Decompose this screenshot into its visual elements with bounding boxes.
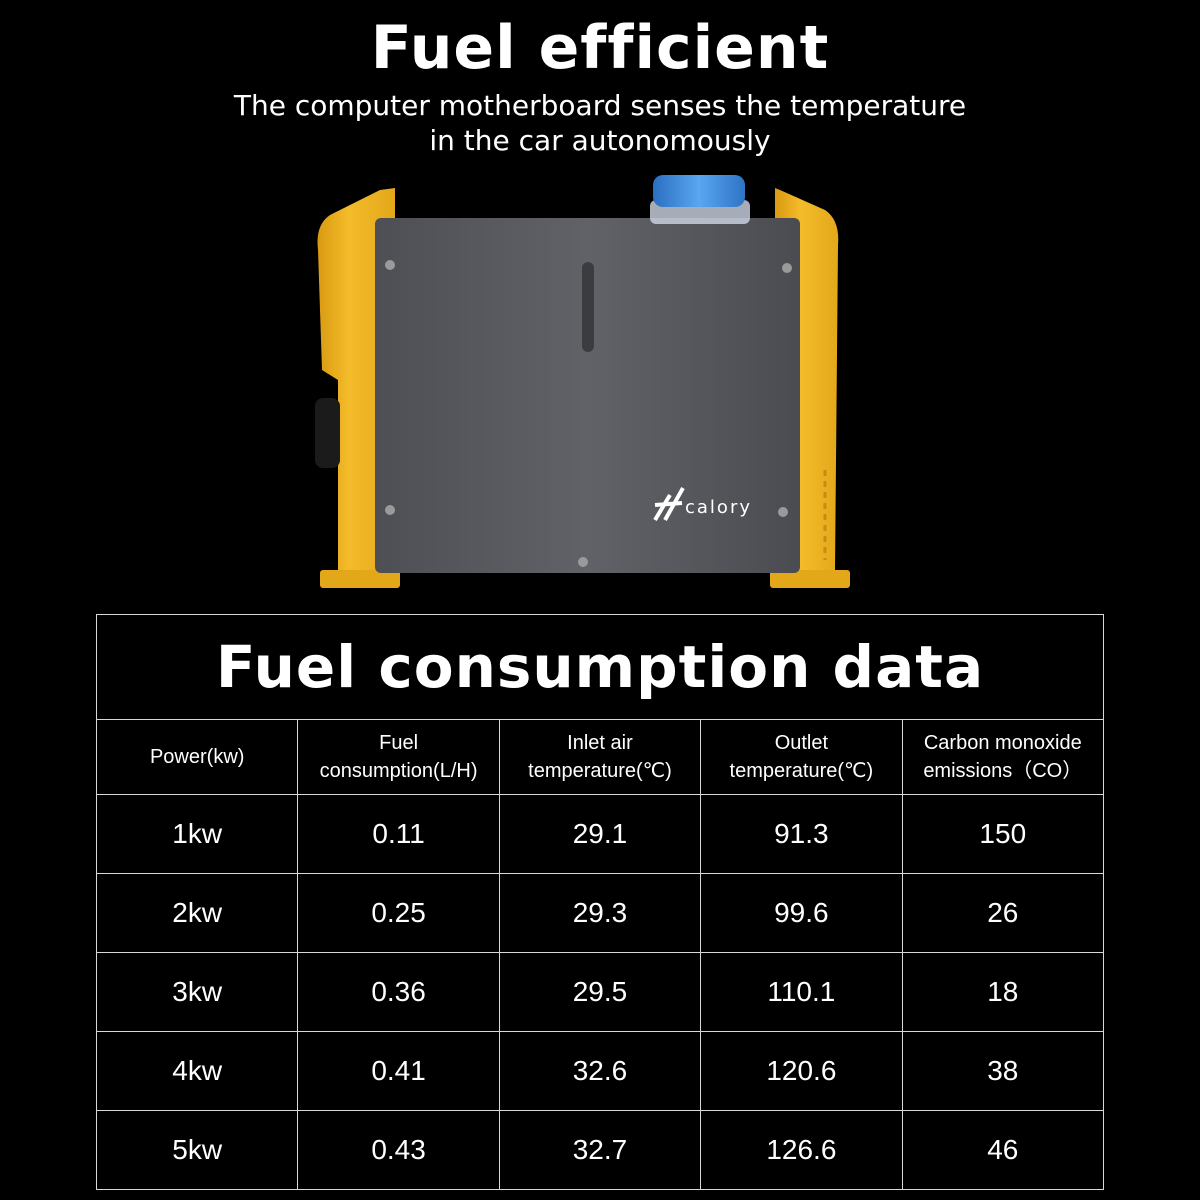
header-co-emissions: Carbon monoxide emissions（CO） [901, 719, 1105, 795]
cell-power: 2kw [95, 873, 299, 953]
table-row: 2kw 0.25 29.3 99.6 26 [95, 873, 1105, 953]
cell-power: 3kw [95, 952, 299, 1032]
cell-co-emissions: 26 [901, 873, 1105, 953]
page-title: Fuel efficient [370, 13, 830, 83]
cell-power: 4kw [95, 1031, 299, 1111]
cell-outlet-temp: 120.6 [700, 1031, 903, 1111]
cell-co-emissions: 18 [901, 952, 1105, 1032]
cell-power: 5kw [95, 1110, 299, 1190]
table-row: 3kw 0.36 29.5 110.1 18 [95, 952, 1105, 1032]
table-row: 1kw 0.11 29.1 91.3 150 [95, 794, 1105, 874]
cell-outlet-temp: 110.1 [700, 952, 903, 1032]
cell-inlet-temp: 32.7 [498, 1110, 702, 1190]
cell-power: 1kw [95, 794, 299, 874]
table-title: Fuel consumption data [96, 614, 1104, 720]
cell-co-emissions: 46 [901, 1110, 1105, 1190]
heater-body [375, 218, 800, 573]
cell-outlet-temp: 99.6 [700, 873, 903, 953]
header-outlet-temperature: Outlet temperature(℃) [700, 719, 903, 795]
cell-co-emissions: 38 [901, 1031, 1105, 1111]
subtitle-line-1: The computer motherboard senses the temp… [233, 89, 967, 122]
cell-fuel-consumption: 0.36 [297, 952, 500, 1032]
cell-inlet-temp: 29.3 [498, 873, 702, 953]
cell-fuel-consumption: 0.25 [297, 873, 500, 953]
table-row: 5kw 0.43 32.7 126.6 46 [95, 1110, 1105, 1190]
table-row: 4kw 0.41 32.6 120.6 38 [95, 1031, 1105, 1111]
header-inlet-air-temperature: Inlet air temperature(℃) [498, 719, 702, 795]
header-fuel-consumption: Fuel consumption(L/H) [297, 719, 500, 795]
cell-fuel-consumption: 0.43 [297, 1110, 500, 1190]
brand-logo: calory [685, 497, 752, 518]
cell-inlet-temp: 29.5 [498, 952, 702, 1032]
cell-inlet-temp: 32.6 [498, 1031, 702, 1111]
page-subtitle: The computer motherboard senses the temp… [0, 88, 1200, 158]
subtitle-line-2: in the car autonomously [429, 124, 771, 157]
fuel-consumption-table: Fuel consumption data Power(kw) Fuel con… [95, 614, 1105, 1190]
cell-inlet-temp: 29.1 [498, 794, 702, 874]
cell-outlet-temp: 126.6 [700, 1110, 903, 1190]
cell-fuel-consumption: 0.41 [297, 1031, 500, 1111]
header-power: Power(kw) [95, 719, 299, 795]
cell-outlet-temp: 91.3 [700, 794, 903, 874]
cell-fuel-consumption: 0.11 [297, 794, 500, 874]
heater-product-image: calory [315, 175, 850, 588]
table-header-row: Power(kw) Fuel consumption(L/H) Inlet ai… [95, 719, 1105, 795]
cell-co-emissions: 150 [901, 794, 1105, 874]
